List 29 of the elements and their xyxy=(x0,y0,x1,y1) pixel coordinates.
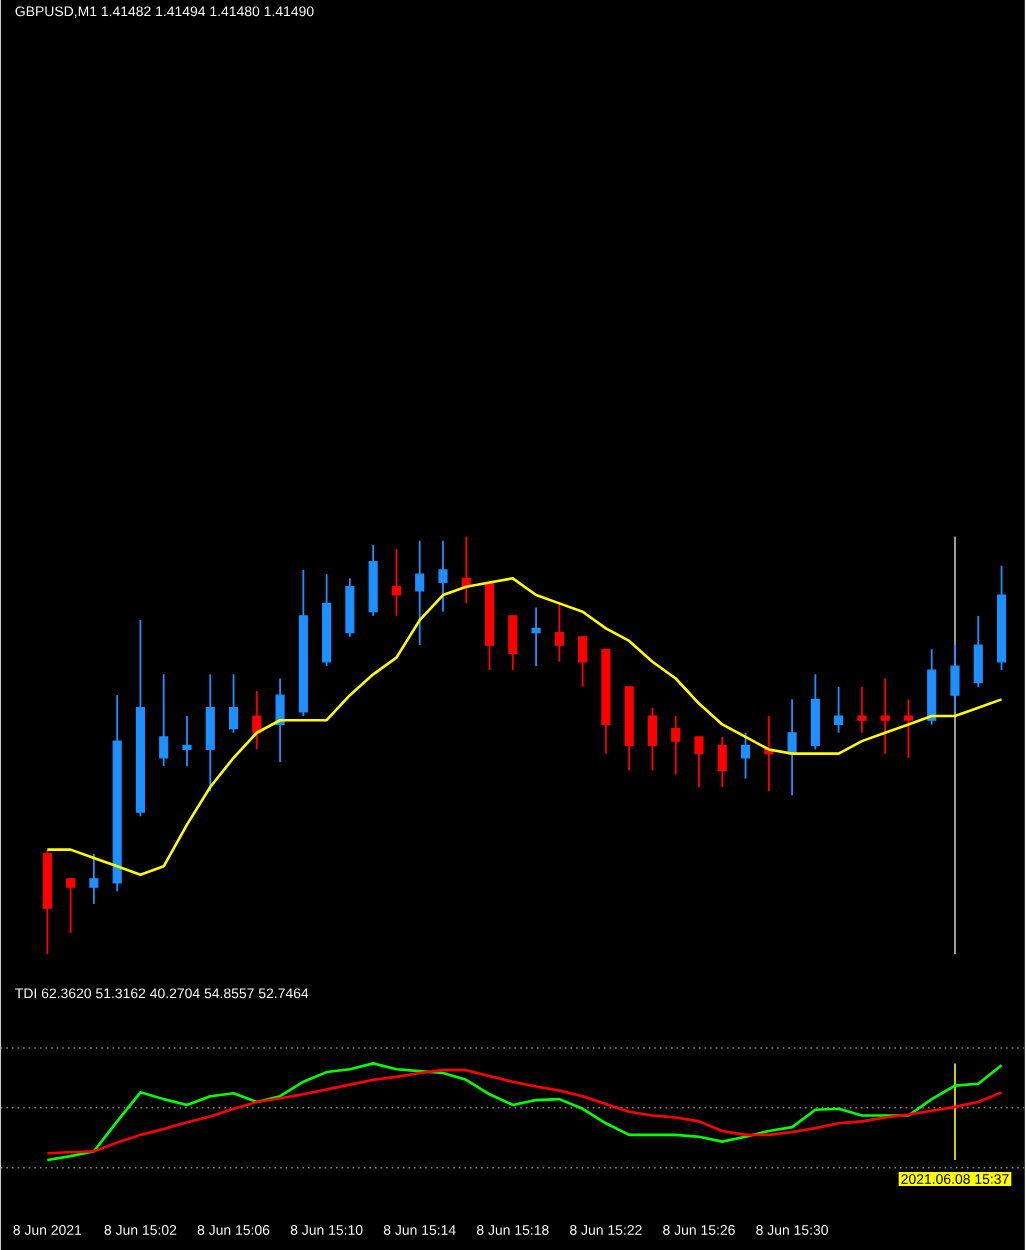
candlestick xyxy=(89,852,99,905)
candlestick xyxy=(880,677,890,755)
candlestick xyxy=(229,673,239,734)
candlestick xyxy=(741,731,751,780)
candlestick xyxy=(904,698,914,759)
candlestick xyxy=(810,673,821,751)
candlestick xyxy=(159,673,169,768)
candlestick xyxy=(66,877,76,935)
candlestick xyxy=(973,614,984,688)
candlestick xyxy=(857,685,867,734)
candlestick xyxy=(950,644,960,713)
candlestick xyxy=(671,715,681,776)
candlestick xyxy=(508,614,518,672)
candlestick xyxy=(182,715,192,768)
candlestick xyxy=(252,690,262,751)
candlestick xyxy=(834,685,844,734)
candlestick xyxy=(694,736,704,788)
candlestick xyxy=(345,577,355,638)
candlestick xyxy=(438,539,448,613)
candlestick xyxy=(578,635,588,688)
candlestick xyxy=(392,548,402,617)
candlestick xyxy=(415,539,425,646)
candlestick xyxy=(648,706,658,772)
candlestick xyxy=(787,698,797,797)
candlestick xyxy=(205,673,215,793)
candlestick xyxy=(717,736,727,788)
candlestick xyxy=(275,677,285,763)
candlestick xyxy=(531,606,541,667)
candlestick xyxy=(554,602,565,663)
